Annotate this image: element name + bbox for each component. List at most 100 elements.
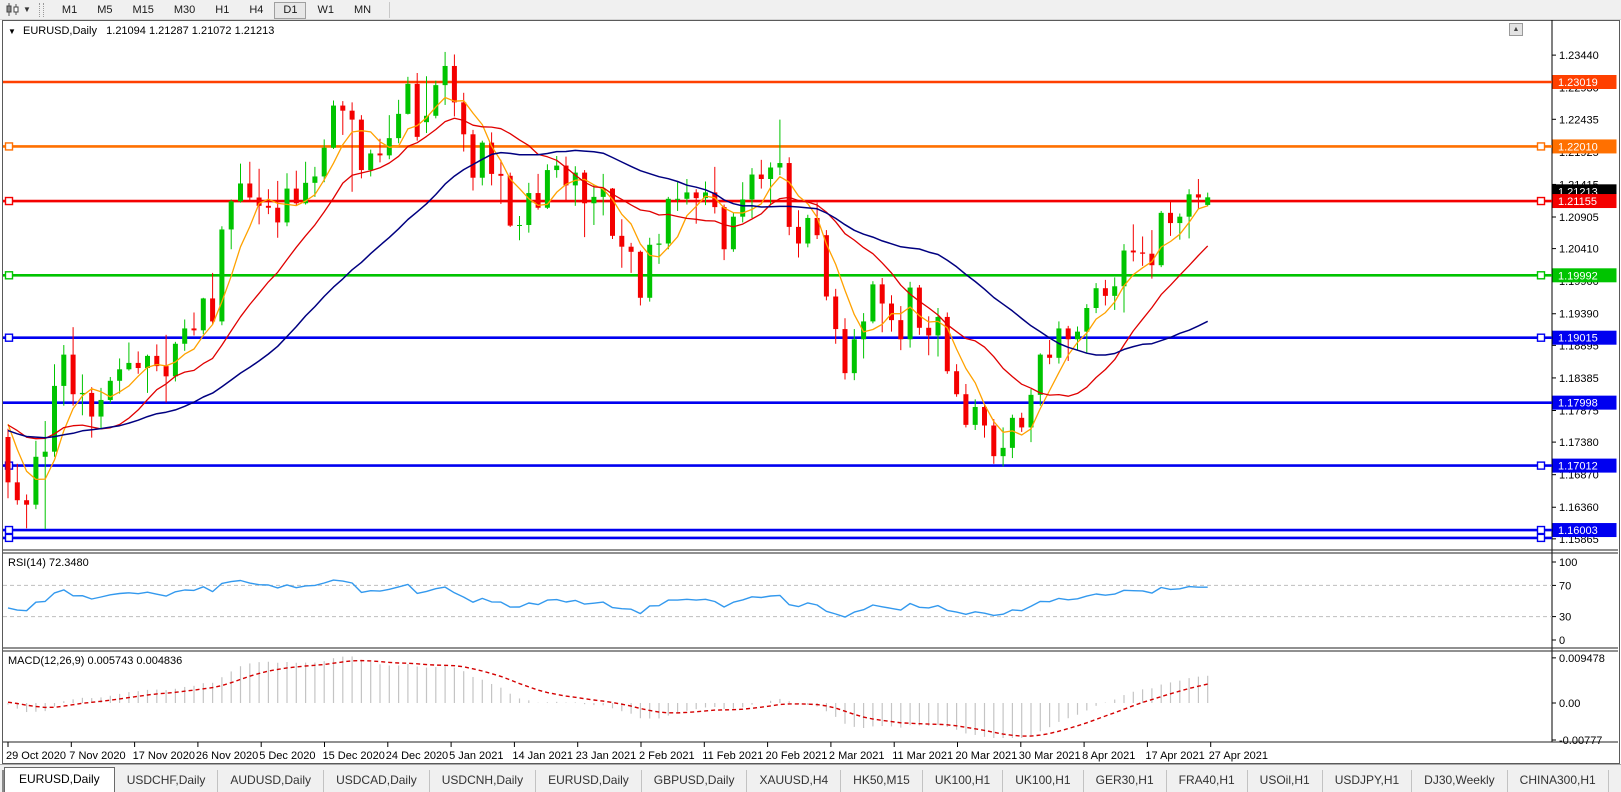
candle-body [98,399,104,417]
candle-body [52,385,57,452]
chart-tab-fra40-h1[interactable]: FRA40,H1 [1167,770,1248,792]
rsi-pane [3,579,1552,618]
chart-scroll-up-button[interactable]: ▲ [1509,23,1523,36]
timeframe-button-m1[interactable]: M1 [61,4,78,17]
candle-body [1195,194,1201,198]
candle-body [107,380,113,400]
date-tick-label: 30 Mar 2021 [1019,750,1081,762]
candle-body [963,394,969,425]
chart-tab-usoil-h1[interactable]: USOil,H1 [1248,770,1323,792]
rsi-axis-tick-label: 0 [1559,635,1565,647]
line-handle[interactable] [1536,271,1546,280]
toolbar: ▼ M1 M5 M15 M30 H1 H4 D1 W1 MN [0,0,1621,20]
candle-body [238,183,243,202]
line-handle[interactable] [4,142,14,151]
chart-ohlc-values: 1.21094 1.21287 1.21072 1.21213 [106,25,275,37]
line-handle[interactable] [4,333,14,342]
rsi-axis-tick-label: 100 [1559,557,1577,569]
timeframe-button-d1[interactable]: D1 [274,1,307,19]
chart-tab-uk100-h1[interactable]: UK100,H1 [1003,770,1084,792]
candle-body [303,182,309,204]
horizontal-line[interactable] [3,525,1552,535]
candle-body [563,165,569,186]
candle-body [730,216,736,250]
price-tick-label: 1.16360 [1559,502,1599,514]
chart-tab-usdcad-daily[interactable]: USDCAD,Daily [324,770,430,792]
chart-tab-audusd-daily[interactable]: AUDUSD,Daily [218,770,325,792]
horizontal-line[interactable] [3,142,1552,151]
chart-tab-eurusd-daily[interactable]: EURUSD,Daily [536,770,642,792]
price-tick-label: 1.20905 [1559,212,1599,224]
candle-body [600,188,606,197]
candle-body [768,167,774,180]
line-handle[interactable] [4,271,14,280]
price-tick-label: 1.17380 [1559,437,1599,449]
candle-body [684,192,690,199]
line-handle[interactable] [1536,333,1546,342]
chart-tab-usdcnh-daily[interactable]: USDCNH,Daily [430,770,537,792]
svg-text:1.21155: 1.21155 [1558,196,1597,208]
timeframe-button-w1[interactable]: W1 [317,4,334,17]
candle-body [656,243,662,245]
line-handle[interactable] [1536,533,1546,543]
candle-body [1093,288,1099,309]
chart-type-button[interactable]: ▼ [4,1,33,19]
toolbar-grip[interactable] [38,2,44,17]
horizontal-line[interactable] [3,271,1552,280]
line-handle[interactable] [1536,142,1546,151]
line-handle[interactable] [4,525,14,535]
candle-body [870,284,876,322]
candle-body [1140,252,1146,254]
chart-canvas[interactable]: 1.234401.229301.224351.219251.214151.209… [0,20,1621,764]
line-handle[interactable] [1536,525,1546,535]
chart-tab-usdjpy-h1[interactable]: USDJPY,H1 [1323,770,1413,792]
line-handle[interactable] [4,533,14,543]
horizontal-line[interactable] [3,196,1552,206]
candle-body [749,174,755,200]
line-handle[interactable] [4,196,14,206]
chart-tab-u[interactable]: U [1609,770,1621,792]
candle-body [1028,394,1034,428]
horizontal-line[interactable] [3,533,1552,543]
chart-tab-hk50-m15[interactable]: HK50,M15 [841,770,923,792]
candle-body [442,65,448,86]
date-tick-label: 26 Nov 2020 [196,750,258,762]
candle-body [451,65,457,103]
candle-body [823,235,829,297]
timeframe-button-h4[interactable]: H4 [249,4,264,17]
candle-body [135,362,141,369]
candle-body [1168,212,1173,224]
date-tick-label: 17 Nov 2020 [133,750,195,762]
candle-body [535,193,541,208]
chart-tab-xauusd-h4[interactable]: XAUUSD,H4 [747,770,842,792]
candle-body [154,355,160,367]
timeframe-button-h1[interactable]: H1 [215,4,230,17]
candle-body [954,371,960,395]
horizontal-line[interactable] [3,333,1552,342]
chart-tab-dj30-weekly[interactable]: DJ30,Weekly [1412,770,1508,792]
candle-body [637,251,643,298]
line-handle[interactable] [1536,461,1546,470]
hline-price-label: 1.17998 [1552,395,1617,410]
horizontal-line[interactable] [3,461,1552,470]
candle-body [907,287,913,340]
candle-body [1102,288,1108,296]
rsi-line [7,579,1208,618]
timeframe-button-m30[interactable]: M30 [173,4,196,17]
chart-tab-eurusd-daily[interactable]: EURUSD,Daily [4,767,115,792]
chart-tab-uk100-h1[interactable]: UK100,H1 [923,770,1004,792]
timeframe-button-m15[interactable]: M15 [132,4,154,17]
candle-body [117,369,123,381]
chart-tab-gbpusd-daily[interactable]: GBPUSD,Daily [642,770,748,792]
chart-tab-china300-h1[interactable]: CHINA300,H1 [1508,770,1609,792]
chart-tab-ger30-h1[interactable]: GER30,H1 [1084,770,1167,792]
candle-body [703,192,708,199]
candle-body [210,298,216,322]
hline-price-label: 1.22010 [1552,139,1617,154]
line-handle[interactable] [1536,196,1546,206]
date-tick-label: 7 Nov 2020 [69,750,125,762]
timeframe-button-m5[interactable]: M5 [97,4,113,17]
timeframe-button-mn[interactable]: MN [353,4,372,17]
chart-tab-usdchf-daily[interactable]: USDCHF,Daily [115,770,219,792]
candle-body [489,142,495,174]
